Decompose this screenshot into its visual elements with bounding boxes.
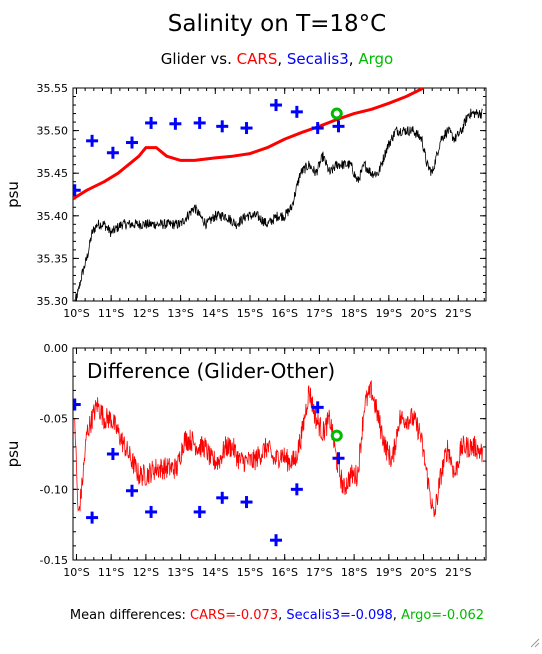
series-secalis3-point	[106, 146, 119, 159]
series-secalis3-point	[270, 534, 283, 547]
x-tick-label: 16°S	[271, 307, 297, 320]
x-tick-label: 19°S	[376, 307, 402, 320]
series-cars-line	[74, 380, 483, 517]
x-tick-label: 13°S	[167, 566, 193, 579]
series-secalis3-point	[193, 116, 206, 129]
x-tick-label: 15°S	[237, 307, 263, 320]
subtitle-part-4: ,	[349, 50, 359, 68]
x-tick-label: 19°S	[376, 566, 402, 579]
subtitle-part-3: Secalis3	[287, 50, 349, 68]
series-layer	[73, 88, 483, 301]
series-secalis3-point	[145, 116, 158, 129]
series-secalis3-point	[332, 120, 345, 133]
subtitle-part-1: CARS	[237, 50, 278, 68]
series-glider-line	[74, 108, 483, 301]
x-tick-label: 21°S	[445, 307, 471, 320]
y-axis-label: psu	[4, 181, 22, 208]
plot-frame	[72, 347, 487, 561]
x-tick-label: 10°S	[63, 566, 89, 579]
x-tick-label: 18°S	[341, 566, 367, 579]
x-tick-label: 10°S	[63, 307, 89, 320]
x-tick-label: 13°S	[167, 307, 193, 320]
series-secalis3-point	[311, 122, 324, 135]
x-tick-label: 15°S	[237, 566, 263, 579]
subtitle-part-5: Argo	[358, 50, 393, 68]
y-tick-label: -0.05	[40, 413, 68, 426]
x-tick-label: 17°S	[306, 566, 332, 579]
series-secalis3-point	[169, 117, 182, 130]
x-tick-label: 14°S	[202, 566, 228, 579]
panel-title: Difference (Glider-Other)	[87, 359, 335, 383]
x-tick-label: 17°S	[306, 307, 332, 320]
series-secalis3-point	[145, 505, 158, 518]
y-tick-label: 35.30	[37, 295, 69, 308]
series-argo-point	[330, 107, 343, 120]
series-secalis3-point	[240, 496, 253, 509]
x-tick-label: 16°S	[271, 566, 297, 579]
y-tick-label: 35.55	[37, 82, 69, 95]
y-tick-label: 35.50	[37, 125, 69, 138]
figure-title: Salinity on T=18°C	[168, 11, 387, 37]
y-tick-label: -0.10	[40, 483, 68, 496]
footer-part-5: Argo=-0.062	[401, 608, 484, 623]
y-tick-label: 0.00	[44, 342, 69, 355]
x-tick-label: 21°S	[445, 566, 471, 579]
series-secalis3-point	[240, 122, 253, 135]
y-tick-label: -0.15	[40, 554, 68, 567]
series-secalis3-point	[106, 448, 119, 460]
series-secalis3-point	[332, 452, 345, 465]
x-tick-label: 20°S	[410, 566, 436, 579]
series-secalis3-point	[126, 136, 138, 149]
series-secalis3-point	[290, 483, 303, 496]
series-argo-point	[330, 429, 343, 442]
series-secalis3-point	[270, 99, 283, 112]
series-secalis3-point	[73, 398, 81, 411]
x-tick-label: 20°S	[410, 307, 436, 320]
footer-part-2: ,	[278, 608, 286, 623]
plot-frame	[72, 87, 487, 302]
subtitle-part-0: Glider vs.	[161, 50, 237, 68]
footer-part-1: CARS=-0.073	[190, 608, 278, 623]
y-tick-label: 35.40	[37, 210, 69, 223]
x-tick-label: 14°S	[202, 307, 228, 320]
series-secalis3-point	[216, 491, 229, 504]
footer-part-4: ,	[393, 608, 401, 623]
panel-salinity: 35.30 35.35 35.40 35.45 35.50 35.55 10°S 11°S 12…	[4, 82, 487, 320]
series-secalis3-point	[290, 105, 303, 118]
footer-part-0: Mean differences:	[70, 608, 190, 623]
y-tick-label: 35.35	[37, 252, 69, 265]
series-secalis3-point	[86, 511, 99, 524]
series-secalis3-point	[193, 505, 206, 518]
series-secalis3-point	[86, 134, 99, 147]
y-tick-label: 35.45	[37, 167, 69, 180]
resize-grip-icon[interactable]	[528, 636, 540, 648]
x-tick-label: 18°S	[341, 307, 367, 320]
series-secalis3-point	[311, 401, 324, 414]
x-tick-label: 12°S	[133, 566, 159, 579]
panel-difference: -0.15 -0.10 -0.05 0.00 10°S 11°S 12°S 13°S 14°S 1…	[4, 342, 487, 579]
x-tick-label: 11°S	[98, 307, 124, 320]
x-tick-label: 11°S	[98, 566, 124, 579]
footer-part-3: Secalis3=-0.098	[286, 608, 392, 623]
series-layer	[73, 380, 483, 547]
series-secalis3-point	[126, 484, 138, 497]
series-secalis3-point	[216, 120, 229, 133]
mean-differences-footer: Mean differences: CARS=-0.073, Secalis3=…	[70, 608, 484, 623]
series-secalis3-point	[73, 184, 81, 197]
series-cars-line	[73, 88, 425, 201]
figure-subtitle-legend: Glider vs. CARS, Secalis3, Argo	[161, 50, 393, 68]
x-tick-label: 12°S	[133, 307, 159, 320]
y-axis-label: psu	[4, 441, 22, 468]
subtitle-part-2: ,	[277, 50, 287, 68]
